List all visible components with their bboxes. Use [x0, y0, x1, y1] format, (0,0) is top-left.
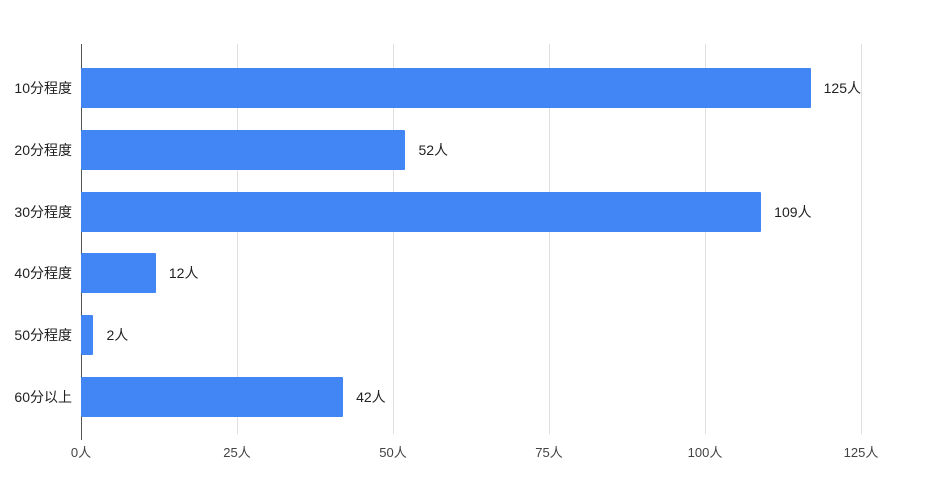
category-label: 40分程度: [14, 265, 72, 282]
plot-area: 0人 25人 50人 75人 100人 125人 10分程度 125人 20分程度 52人 30分程…: [14, 44, 878, 460]
bar[interactable]: [81, 377, 344, 417]
bar-row: 60分以上 42人: [14, 377, 861, 417]
gridline: [549, 44, 550, 434]
bar[interactable]: [81, 68, 811, 108]
value-label: 42人: [356, 389, 386, 405]
y-axis-line: [81, 44, 82, 440]
gridline: [861, 44, 862, 434]
category-label: 10分程度: [14, 80, 72, 96]
x-tick-label: 100人: [687, 445, 723, 460]
x-tick-label: 125人: [843, 445, 879, 460]
value-label: 109人: [774, 203, 812, 220]
category-label: 30分程度: [14, 203, 72, 220]
bar-row: 50分程度 2人: [14, 315, 861, 356]
bar[interactable]: [81, 191, 762, 232]
value-label: 125人: [823, 80, 861, 96]
bar[interactable]: [81, 315, 94, 356]
category-label: 20分程度: [14, 141, 72, 158]
value-label: 12人: [168, 265, 199, 282]
x-tick-label: 50人: [379, 445, 407, 460]
bar[interactable]: [81, 253, 156, 294]
bar-row: 20分程度 52人: [14, 129, 861, 170]
x-tick-label: 25人: [223, 445, 251, 460]
bar-row: 10分程度 125人: [14, 68, 861, 108]
gridline: [393, 44, 394, 434]
bar[interactable]: [81, 129, 406, 170]
x-tick-label: 75人: [535, 445, 563, 460]
bar-row: 40分程度 12人: [14, 253, 861, 294]
value-label: 2人: [106, 327, 129, 344]
value-label: 52人: [418, 141, 449, 158]
category-label: 60分以上: [14, 389, 72, 405]
x-tick-label: 0人: [70, 445, 92, 460]
gridline: [705, 44, 706, 434]
category-label: 50分程度: [14, 327, 72, 344]
gridline: [237, 44, 238, 434]
bar-row: 30分程度 109人: [14, 191, 861, 232]
